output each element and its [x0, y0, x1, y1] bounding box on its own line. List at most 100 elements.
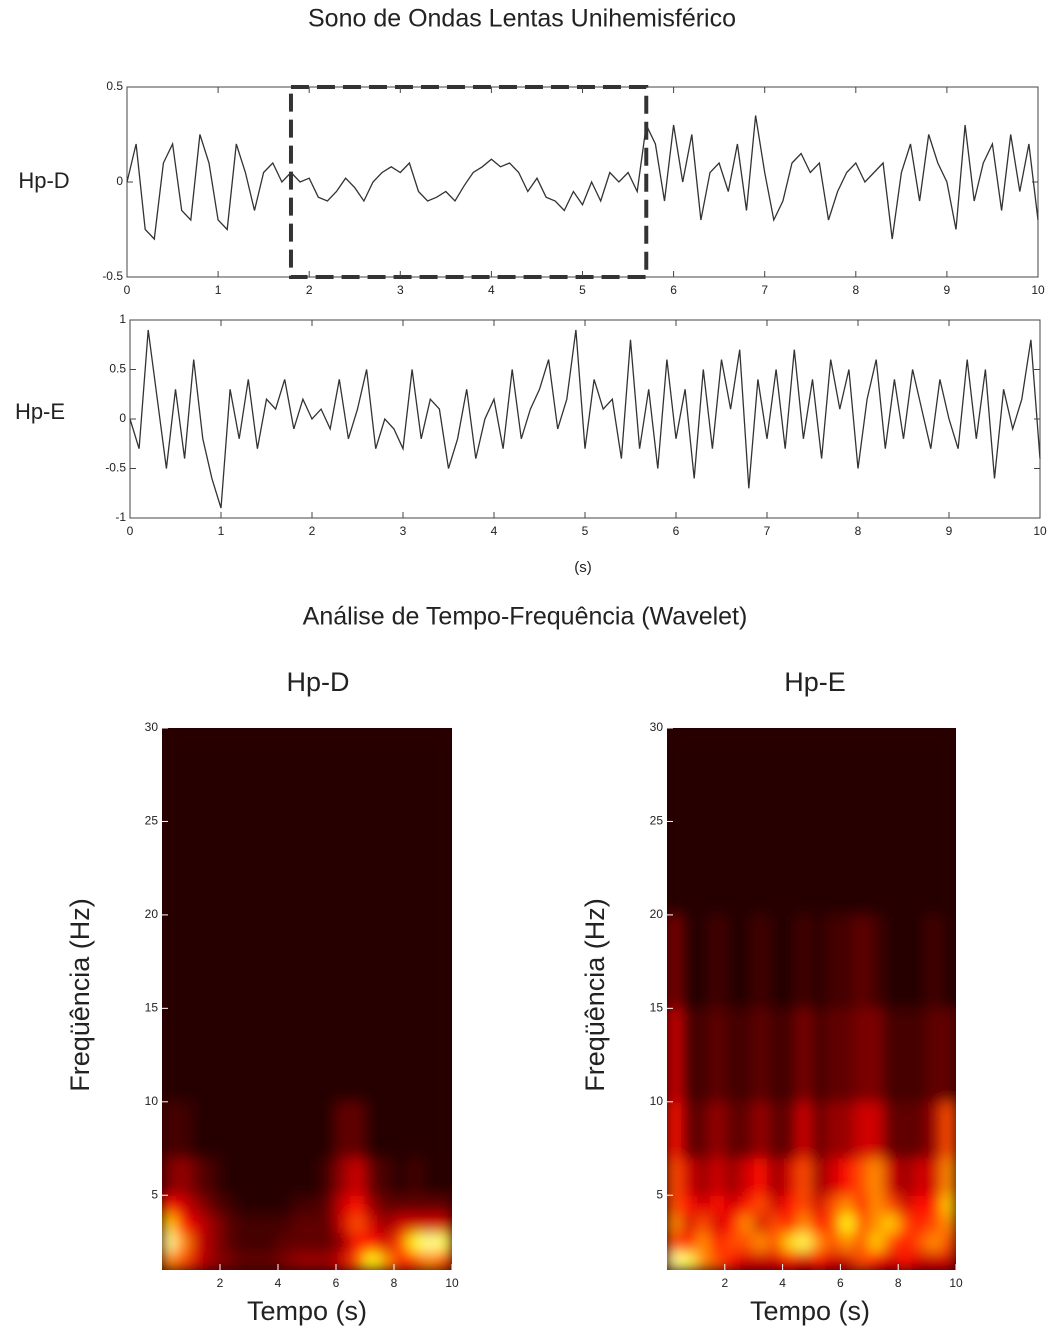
x-axis-label: (s) — [574, 559, 592, 576]
heat-cell — [364, 1007, 380, 1103]
heat-cell — [811, 1194, 827, 1215]
heat-cell — [408, 1213, 424, 1234]
heat-cell — [839, 728, 856, 916]
heat-cell — [437, 1194, 452, 1215]
heat-cell — [437, 1213, 452, 1234]
heat-cell — [738, 1213, 755, 1234]
heat-cell — [839, 1232, 856, 1252]
heat-cell — [709, 728, 726, 916]
x-axis-label: Tempo (s) — [247, 1296, 367, 1326]
heat-cell — [162, 914, 177, 1009]
heat-cell — [205, 1007, 221, 1103]
heat-cell — [724, 1101, 740, 1159]
heat-cell — [190, 1101, 206, 1159]
heat-cell — [912, 728, 928, 916]
heat-cell — [854, 1213, 870, 1234]
heat-cell — [321, 1007, 337, 1103]
heat-cell — [883, 1250, 899, 1270]
heat-cell — [292, 914, 308, 1009]
heat-cell — [292, 728, 308, 916]
heat-cell — [738, 1101, 755, 1159]
heat-cell — [709, 914, 726, 1009]
y-tick-label: 10 — [650, 1094, 664, 1108]
y-tick-label: 5 — [656, 1187, 663, 1201]
heat-cell — [408, 1250, 424, 1270]
heat-cell — [738, 1194, 755, 1215]
heat-cell — [839, 1213, 856, 1234]
heat-cell — [825, 1250, 841, 1270]
x-tick-label: 9 — [946, 524, 953, 538]
heat-cell — [393, 1194, 409, 1215]
heat-cell — [839, 1007, 856, 1103]
heat-cell — [724, 1250, 740, 1270]
heat-cell — [767, 914, 784, 1009]
heat-cell — [219, 1213, 235, 1234]
y-tick-label: 25 — [145, 814, 159, 828]
heat-cell — [883, 1232, 899, 1252]
heat-cell — [422, 728, 438, 916]
heat-cell — [897, 1194, 914, 1215]
x-tick-label: 4 — [488, 283, 495, 297]
heat-cell — [162, 1194, 177, 1215]
heat-cell — [248, 1250, 264, 1270]
heat-cell — [782, 1007, 798, 1103]
heat-cell — [263, 1007, 279, 1103]
x-tick-label: 2 — [309, 524, 316, 538]
heat-cell — [839, 1250, 856, 1270]
heat-cell — [753, 1250, 769, 1270]
y-tick-label: 15 — [145, 1001, 159, 1015]
heat-cell — [782, 1232, 798, 1252]
heat-cell — [263, 1250, 279, 1270]
heat-cell — [219, 1232, 235, 1252]
heat-cell — [695, 1232, 711, 1252]
heat-cell — [321, 1101, 337, 1159]
heat-cell — [825, 1232, 841, 1252]
heat-cell — [695, 914, 711, 1009]
x-tick-label: 3 — [397, 283, 404, 297]
heat-cell — [839, 1101, 856, 1159]
heat-cell — [868, 1007, 885, 1103]
heat-cell — [738, 914, 755, 1009]
heat-cell — [350, 1250, 366, 1270]
heat-cell — [408, 914, 424, 1009]
heat-cell — [190, 1157, 206, 1196]
heat-cell — [277, 1213, 293, 1234]
y-tick-label: 0.5 — [106, 79, 123, 93]
heat-cell — [393, 1250, 409, 1270]
x-tick-label: 6 — [837, 1276, 844, 1290]
heat-cell — [176, 1194, 192, 1215]
heat-cell — [767, 1101, 784, 1159]
heat-cell — [854, 1101, 870, 1159]
heat-cell — [667, 1157, 682, 1196]
heat-cell — [667, 1213, 682, 1234]
heat-cell — [811, 1007, 827, 1103]
heat-cell — [738, 728, 755, 916]
heat-cell — [926, 1250, 943, 1270]
heat-cell — [422, 1250, 438, 1270]
heat-cell — [321, 1194, 337, 1215]
heat-cell — [379, 1157, 395, 1196]
heat-cell — [321, 1232, 337, 1252]
heat-cell — [782, 914, 798, 1009]
heat-cell — [926, 728, 943, 916]
heat-cell — [364, 1250, 380, 1270]
heat-cell — [796, 1250, 812, 1270]
heat-cell — [219, 728, 235, 916]
heat-cell — [219, 1007, 235, 1103]
heat-cell — [408, 728, 424, 916]
heat-cell — [854, 1250, 870, 1270]
heat-cell — [321, 1213, 337, 1234]
x-tick-label: 0 — [124, 283, 131, 297]
heat-cell — [811, 728, 827, 916]
heat-cell — [379, 1232, 395, 1252]
heat-cell — [680, 728, 697, 916]
heat-cell — [753, 1232, 769, 1252]
heat-cell — [350, 1232, 366, 1252]
x-tick-label: 6 — [333, 1276, 340, 1290]
heat-cell — [796, 1194, 812, 1215]
heat-cell — [680, 1232, 697, 1252]
heat-cell — [926, 1194, 943, 1215]
y-tick-label: 30 — [650, 720, 664, 734]
heat-cell — [321, 728, 337, 916]
heat-cell — [868, 1157, 885, 1196]
